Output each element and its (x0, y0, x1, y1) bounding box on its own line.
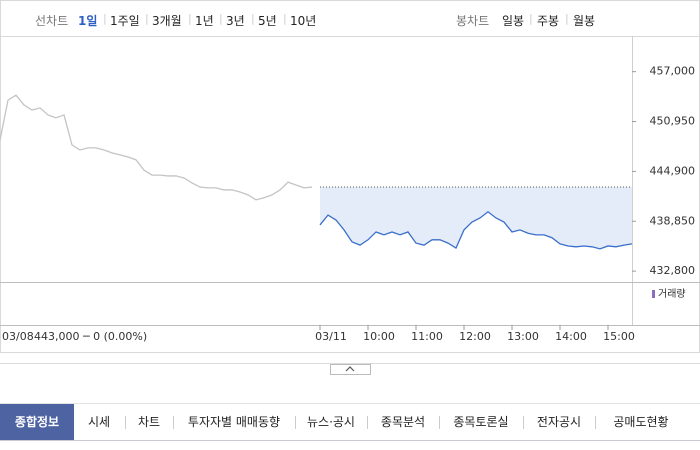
nav-tab[interactable]: 시세 (87, 415, 111, 429)
price-line (319, 210, 633, 250)
period-tab[interactable]: 1주일 (110, 14, 140, 28)
nav-tab[interactable]: 전자공시 (536, 415, 582, 429)
collapse-icon (345, 366, 355, 372)
x-tick-label: 12:00 (459, 330, 491, 343)
period-tab[interactable]: 10년 (290, 14, 317, 28)
chart: 거래량 457,000 450,950 444,900 438,850 432,800 0… (0, 36, 700, 375)
x-tick-label: 15:00 (603, 330, 635, 343)
separator: | (219, 12, 223, 25)
period-tabs: 선차트 1일 1주일 | 3개월 | 1년 | 3년 | 5년 | 10년 | 봉차트 일봉 주봉 | 월봉 | (0, 0, 700, 37)
nav-tab[interactable]: 종목토론실 (453, 415, 509, 429)
nav-tab[interactable]: 종목분석 (380, 415, 426, 429)
separator: | (145, 12, 149, 25)
volume-label: 거래량 (658, 288, 686, 300)
candle-tab[interactable]: 일봉 (502, 14, 525, 28)
separator (173, 416, 174, 429)
y-tick-label: 457,000 (650, 65, 696, 78)
nav-tab[interactable]: 뉴스·공시 (307, 415, 355, 429)
nav-tab[interactable]: 차트 (137, 415, 161, 429)
separator (125, 416, 126, 429)
candle-tab[interactable]: 주봉 (537, 14, 560, 28)
nav-bar: 종합정보 시세 차트 투자자별 매매동향 뉴스·공시 종목분석 종목토론실 전자공시 공매도현황 (0, 403, 700, 441)
area (320, 187, 632, 249)
x-tick-label: 14:00 (555, 330, 587, 343)
separator (595, 416, 596, 429)
separator: | (188, 12, 192, 25)
y-tick-label: 450,950 (650, 115, 696, 128)
nav-tab[interactable]: 공매도현황 (613, 415, 669, 429)
separator (367, 416, 368, 429)
separator: | (565, 12, 569, 25)
candle-tab[interactable]: 월봉 (573, 14, 596, 28)
x-tick-label: 03/08 (2, 330, 34, 343)
info-text: 443,000 ─ 0 (0.00%) (34, 330, 147, 343)
separator (523, 416, 524, 429)
period-tab[interactable]: 3개월 (152, 14, 182, 28)
period-tab[interactable]: 5년 (258, 14, 277, 28)
volume-legend-marker (652, 290, 655, 298)
separator (295, 416, 296, 429)
collapse-button[interactable] (330, 364, 371, 375)
candle-label: 봉차트 (456, 14, 490, 28)
y-tick-label: 444,900 (650, 164, 696, 177)
x-tick-label: 10:00 (363, 330, 395, 343)
separator: | (103, 12, 107, 25)
x-tick-label: 13:00 (507, 330, 539, 343)
separator: | (283, 12, 287, 25)
x-tick-label: 03/11 (315, 330, 347, 343)
separator: | (529, 12, 533, 25)
nav-tab[interactable]: 종합정보 (0, 404, 74, 440)
period-tab[interactable]: 1년 (195, 14, 214, 28)
separator (439, 416, 440, 429)
y-tick-label: 438,850 (650, 214, 696, 227)
nav-tab[interactable]: 투자자별 매매동향 (187, 415, 281, 429)
separator: | (251, 12, 255, 25)
period-tab[interactable]: 1일 (78, 14, 98, 28)
period-tab[interactable]: 3년 (226, 14, 245, 28)
chart-type-label: 선차트 (35, 14, 69, 28)
x-tick-label: 11:00 (411, 330, 443, 343)
price-line (0, 94, 313, 201)
y-tick-label: 432,800 (650, 264, 696, 277)
